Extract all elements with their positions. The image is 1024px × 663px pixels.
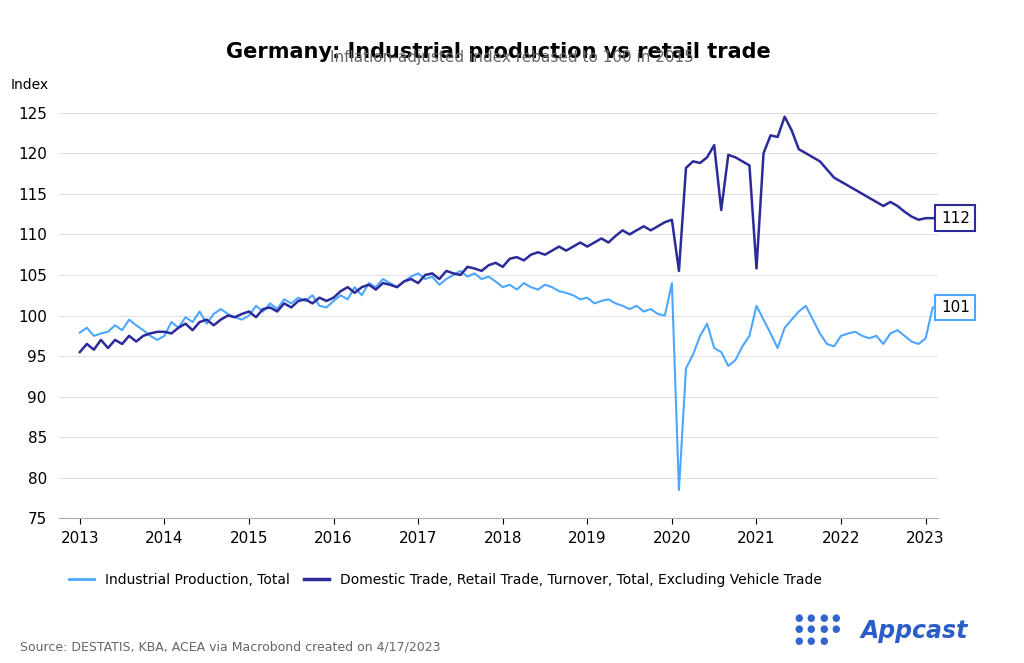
Text: ●: ● — [819, 625, 827, 634]
Text: ●: ● — [831, 613, 840, 623]
Text: ●: ● — [795, 613, 803, 623]
Text: ●: ● — [819, 613, 827, 623]
Text: ●: ● — [795, 636, 803, 646]
Text: ●: ● — [795, 625, 803, 634]
Text: 112: 112 — [934, 211, 970, 225]
Text: ●: ● — [819, 636, 827, 646]
Text: ●: ● — [807, 613, 815, 623]
Text: 101: 101 — [934, 300, 970, 315]
Title: Germany: Industrial production vs retail trade: Germany: Industrial production vs retail… — [226, 42, 771, 62]
Text: Source: DESTATIS, KBA, ACEA via Macrobond created on 4/17/2023: Source: DESTATIS, KBA, ACEA via Macrobon… — [20, 640, 441, 653]
Text: ●: ● — [831, 625, 840, 634]
Text: ●: ● — [807, 625, 815, 634]
Legend: Industrial Production, Total, Domestic Trade, Retail Trade, Turnover, Total, Exc: Industrial Production, Total, Domestic T… — [63, 568, 827, 593]
Text: ●: ● — [807, 636, 815, 646]
Text: Index: Index — [10, 78, 48, 92]
Text: Inflation-adjusted index rebased to 100 in 2015: Inflation-adjusted index rebased to 100 … — [330, 50, 694, 65]
Text: Appcast: Appcast — [860, 619, 968, 643]
